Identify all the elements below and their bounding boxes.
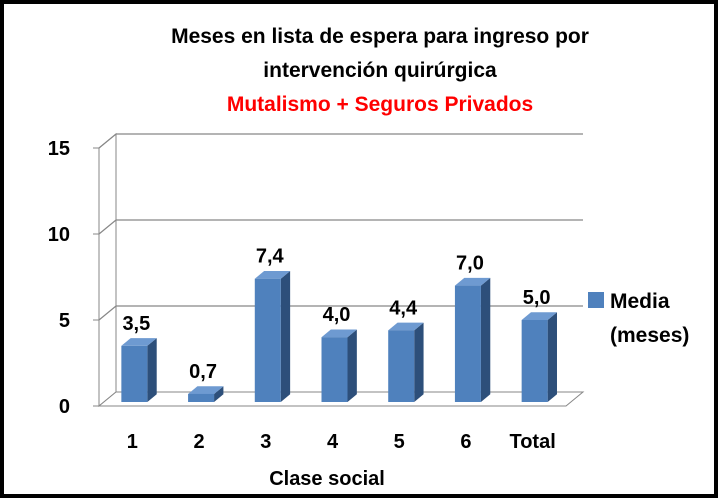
chart-subtitle: Mutalismo + Seguros Privados	[227, 93, 533, 116]
x-tick-label: 3	[260, 431, 271, 453]
bar-side	[347, 329, 357, 402]
bar-front	[188, 393, 215, 402]
gridline	[98, 133, 583, 149]
bar-side	[480, 277, 491, 402]
bar-side	[547, 312, 557, 402]
legend-label-line-2: (meses)	[610, 324, 689, 347]
bar-front	[521, 320, 548, 402]
bar	[454, 277, 491, 402]
data-label: 4,0	[323, 304, 351, 326]
y-tick-label: 5	[59, 310, 70, 332]
bar	[388, 322, 424, 402]
y-tick-label: 10	[48, 224, 70, 246]
bar-side	[414, 322, 424, 402]
bar	[254, 271, 291, 402]
bar-front	[454, 285, 481, 402]
chart-svg: Meses en lista de espera para ingreso po…	[48, 25, 690, 490]
bar-top	[254, 271, 291, 279]
x-tick-label: 5	[394, 431, 405, 453]
bars	[121, 271, 557, 402]
bar-top	[454, 277, 491, 286]
data-label: 7,4	[256, 246, 285, 268]
bar-front	[321, 337, 348, 402]
gridlines	[98, 133, 583, 321]
y-tick-label: 15	[48, 138, 70, 160]
bar-top	[388, 322, 424, 331]
data-labels: 3,5 0,7 7,4 4,0 4,4 7,0 5,0	[122, 246, 550, 383]
bar-side	[147, 338, 157, 402]
y-tick-label: 0	[59, 396, 70, 418]
y-axis-ticks: 0 5 10 15	[48, 138, 99, 418]
bar	[321, 329, 357, 402]
data-label: 3,5	[122, 313, 150, 335]
gridline	[98, 219, 583, 235]
chart-title-line-2: intervención quirúrgica	[263, 59, 497, 82]
chart-title: Meses en lista de espera para ingreso po…	[171, 25, 589, 116]
bar-top	[121, 338, 157, 346]
legend: Media (meses)	[588, 290, 689, 347]
x-tick-label: 2	[194, 431, 205, 453]
bar-top	[188, 386, 224, 394]
data-label: 5,0	[523, 287, 551, 309]
data-label: 0,7	[189, 361, 217, 383]
bar	[188, 386, 224, 402]
x-tick-label: 1	[127, 431, 138, 453]
data-label: 4,4	[389, 297, 418, 319]
x-axis-title: Clase social	[269, 468, 385, 490]
x-axis-ticks: 1 2 3 4 5 6 Total	[127, 431, 556, 453]
side-wall	[98, 132, 117, 408]
chart-title-line-1: Meses en lista de espera para ingreso po…	[171, 25, 589, 48]
bar-top	[321, 329, 357, 338]
bar-front	[121, 345, 148, 402]
x-tick-label: Total	[509, 431, 555, 453]
bar-front	[254, 278, 281, 402]
x-tick-label: 4	[327, 431, 339, 453]
bar	[121, 338, 157, 402]
gridline	[98, 305, 583, 321]
bar-top	[521, 312, 557, 320]
bar-side	[280, 271, 291, 402]
legend-label-line-1: Media	[610, 290, 670, 313]
x-tick-label: 6	[460, 431, 471, 453]
bar	[521, 312, 557, 402]
data-label: 7,0	[456, 253, 484, 275]
bar-front	[388, 330, 415, 402]
legend-swatch	[588, 292, 604, 308]
bar-side	[214, 386, 224, 402]
